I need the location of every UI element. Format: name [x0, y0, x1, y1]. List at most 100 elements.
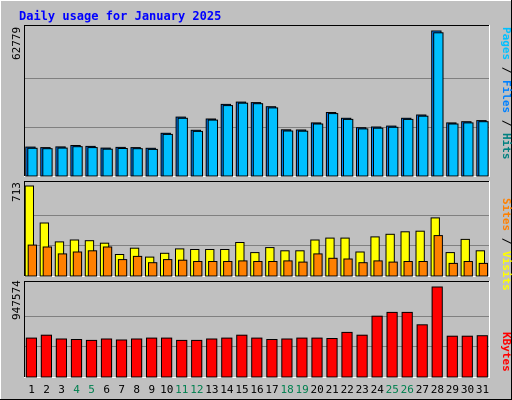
day-label-10: 10	[160, 383, 173, 396]
sites-bar-day-11	[178, 259, 188, 277]
sites-bar-day-16	[253, 261, 263, 277]
sites-bar-day-17	[268, 261, 278, 277]
day-label-7: 7	[118, 383, 125, 396]
kbytes-bar-day-29	[446, 335, 458, 378]
hits-ymax-label: 62779	[10, 27, 23, 60]
day-label-16: 16	[250, 383, 263, 396]
day-label-11: 11	[175, 383, 188, 396]
sites-bar-day-13	[208, 261, 218, 277]
pages-bar-day-8	[132, 148, 143, 177]
sites-bar-day-6	[102, 246, 113, 277]
kbytes-bar-day-17	[266, 339, 278, 378]
sites-bar-day-31	[478, 262, 489, 277]
pages-bar-day-22	[343, 118, 354, 177]
sites-bar-day-24	[373, 260, 383, 277]
sites-bar-day-8	[132, 255, 143, 277]
day-label-14: 14	[220, 383, 234, 396]
axis-label-part: Hits	[500, 133, 512, 160]
pages-bar-day-28	[433, 32, 444, 177]
pages-bar-day-6	[102, 148, 113, 177]
pages-bar-day-14	[222, 105, 233, 177]
sites-bar-day-27	[418, 261, 428, 277]
sites-bar-day-14	[223, 261, 233, 277]
day-label-28: 28	[431, 383, 444, 396]
kbytes-bar-day-14	[221, 337, 233, 378]
pages-bar-day-24	[373, 127, 384, 177]
axis-label-part: /	[500, 231, 512, 251]
day-label-23: 23	[356, 383, 369, 396]
kbytes-bar-day-9	[146, 337, 158, 378]
kbytes-bar-day-19	[296, 337, 308, 378]
kbytes-bar-day-27	[416, 324, 428, 378]
day-label-27: 27	[416, 383, 429, 396]
sites-bar-day-2	[42, 246, 53, 277]
kbytes-bar-day-24	[371, 315, 383, 378]
sites-bar-day-7	[117, 259, 128, 277]
sites-bar-day-4	[72, 251, 83, 277]
sites-bar-day-12	[193, 261, 203, 277]
day-label-4: 4	[73, 383, 80, 396]
day-label-18: 18	[280, 383, 293, 396]
pages-bar-day-21	[327, 113, 339, 177]
day-label-1: 1	[28, 383, 35, 396]
kbytes-ymax-label: 947574	[10, 280, 23, 320]
day-label-15: 15	[235, 383, 248, 396]
pages-bar-day-26	[403, 118, 414, 177]
pages-bar-day-5	[87, 147, 98, 177]
day-label-21: 21	[326, 383, 339, 396]
sites-bar-day-9	[148, 262, 158, 277]
kbytes-bar-day-31	[476, 335, 488, 378]
pages-bar-day-9	[147, 148, 158, 177]
kbytes-bar-day-25	[386, 311, 398, 378]
sites-bar-day-23	[358, 262, 368, 277]
kbytes-bar-day-26	[401, 311, 413, 378]
kbytes-bar-day-10	[161, 337, 173, 378]
kbytes-bar-day-12	[191, 339, 203, 378]
day-axis-labels: 1 2 3 4 5 6 7 8 9 10 11 12 13 14 15 16 17 18 19 20 21 22 23 24 2…	[28, 383, 489, 396]
axis-label-part: Files	[500, 80, 512, 113]
sites-bar-day-18	[283, 260, 293, 277]
axis-label-part: Sites	[500, 198, 512, 231]
day-label-31: 31	[476, 383, 489, 396]
day-label-30: 30	[461, 383, 474, 396]
pages-bar-day-1	[27, 147, 38, 177]
kbytes-bar-day-28	[431, 286, 443, 378]
kbytes-bar-day-13	[206, 338, 218, 378]
pages-bar-day-11	[177, 117, 188, 177]
pages-bar-day-12	[192, 130, 203, 177]
sites-bar-day-25	[388, 261, 398, 277]
kbytes-bar-day-22	[341, 331, 353, 378]
chart-title: Daily usage for January 2025	[19, 9, 221, 23]
pages-bar-day-31	[478, 121, 489, 177]
kbytes-bar-day-6	[100, 338, 113, 378]
day-label-2: 2	[43, 383, 50, 396]
pages-bar-day-29	[448, 123, 459, 177]
day-label-3: 3	[58, 383, 65, 396]
kbytes-bar-day-23	[356, 334, 368, 378]
day-label-13: 13	[205, 383, 218, 396]
sites-bar-day-3	[57, 253, 68, 277]
pages-bar-day-13	[207, 119, 218, 177]
axis-label-part: Pages	[500, 27, 512, 60]
kbytes-bar-day-20	[311, 337, 323, 378]
kbytes-bar-day-3	[55, 338, 67, 378]
sites-bar-day-5	[87, 250, 98, 277]
pages-bar-day-2	[42, 148, 53, 177]
sites-bar-day-28	[433, 235, 443, 277]
kbytes-bar-day-18	[281, 338, 293, 378]
sites-bar-day-29	[448, 262, 458, 277]
day-label-25: 25	[386, 383, 399, 396]
sites-bar-day-15	[238, 260, 248, 277]
kbytes-bar-day-2	[40, 334, 52, 378]
pages-bar-day-10	[162, 133, 173, 177]
kbytes-bar-day-21	[326, 338, 338, 378]
day-label-5: 5	[88, 383, 95, 396]
sites-bar-day-30	[463, 261, 473, 277]
day-label-22: 22	[341, 383, 354, 396]
kbytes-bar-day-8	[131, 338, 143, 378]
pages-bar-day-17	[267, 107, 279, 177]
kbytes-bar-day-15	[236, 334, 248, 378]
day-label-19: 19	[295, 383, 308, 396]
kbytes-bar-day-16	[251, 337, 263, 378]
